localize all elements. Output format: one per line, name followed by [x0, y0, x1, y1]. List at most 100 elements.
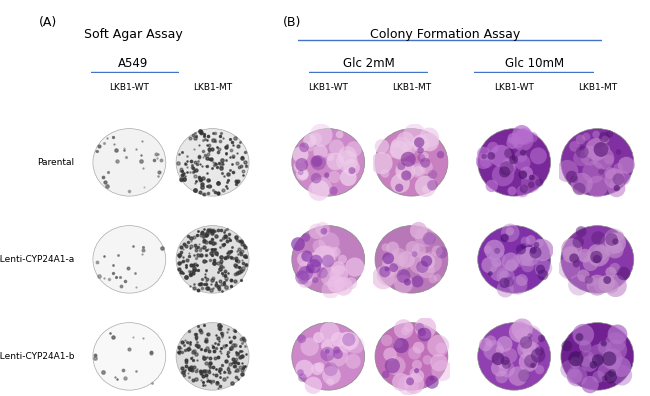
Circle shape [382, 265, 395, 278]
Circle shape [434, 274, 441, 282]
Circle shape [400, 261, 409, 270]
Ellipse shape [292, 323, 365, 390]
Ellipse shape [561, 129, 634, 196]
Circle shape [579, 252, 590, 263]
Circle shape [300, 337, 319, 356]
Circle shape [326, 153, 335, 161]
Circle shape [485, 335, 497, 346]
Circle shape [413, 342, 424, 354]
Text: Soft Agar Assay: Soft Agar Assay [84, 28, 183, 41]
Circle shape [601, 340, 607, 346]
Circle shape [521, 236, 530, 246]
Circle shape [580, 146, 600, 166]
Circle shape [489, 250, 505, 266]
Circle shape [387, 356, 406, 375]
Circle shape [389, 263, 398, 272]
Ellipse shape [93, 323, 166, 390]
Circle shape [494, 248, 500, 254]
Circle shape [309, 133, 322, 145]
Circle shape [318, 257, 328, 266]
Circle shape [562, 246, 579, 263]
Circle shape [495, 371, 508, 383]
Circle shape [336, 150, 358, 172]
Circle shape [518, 369, 530, 381]
Circle shape [406, 377, 414, 385]
Circle shape [403, 124, 426, 146]
Circle shape [382, 243, 389, 251]
Circle shape [490, 145, 512, 167]
Circle shape [292, 147, 309, 163]
Circle shape [348, 167, 356, 174]
Circle shape [422, 355, 432, 365]
Circle shape [509, 321, 530, 343]
Circle shape [608, 324, 627, 344]
Circle shape [524, 354, 538, 368]
Circle shape [327, 345, 348, 367]
Circle shape [341, 332, 359, 350]
Circle shape [605, 233, 618, 246]
Circle shape [573, 236, 584, 248]
Circle shape [534, 242, 540, 248]
Circle shape [425, 375, 439, 389]
Circle shape [489, 263, 508, 281]
Circle shape [302, 251, 313, 262]
Circle shape [396, 269, 410, 283]
Circle shape [411, 369, 424, 383]
Circle shape [297, 335, 306, 343]
Circle shape [313, 332, 324, 343]
Text: Glc 2mM: Glc 2mM [343, 57, 395, 70]
Circle shape [514, 139, 523, 148]
Circle shape [306, 252, 325, 271]
Circle shape [341, 332, 352, 343]
Ellipse shape [93, 129, 166, 196]
Text: Colony Formation Assay: Colony Formation Assay [370, 28, 521, 41]
Circle shape [338, 146, 357, 165]
Ellipse shape [375, 129, 448, 196]
Circle shape [515, 328, 530, 343]
Circle shape [306, 264, 315, 273]
Circle shape [519, 341, 531, 353]
Circle shape [326, 378, 334, 386]
Circle shape [401, 327, 410, 335]
Circle shape [487, 142, 499, 154]
Circle shape [411, 251, 417, 257]
Circle shape [512, 318, 533, 340]
Circle shape [538, 335, 545, 342]
Ellipse shape [561, 226, 634, 293]
Circle shape [392, 373, 410, 391]
Circle shape [520, 247, 540, 267]
Circle shape [391, 251, 404, 264]
Circle shape [436, 343, 447, 354]
Circle shape [479, 338, 493, 351]
Circle shape [313, 145, 328, 159]
Circle shape [397, 162, 406, 170]
Circle shape [527, 333, 532, 338]
Text: A549: A549 [118, 57, 148, 70]
Circle shape [427, 180, 437, 190]
Circle shape [331, 332, 346, 347]
Circle shape [604, 275, 627, 297]
Circle shape [593, 277, 610, 293]
Circle shape [404, 323, 413, 332]
Circle shape [611, 365, 632, 386]
Circle shape [536, 179, 543, 187]
Circle shape [520, 185, 528, 193]
Circle shape [502, 160, 517, 174]
Ellipse shape [375, 226, 448, 293]
Circle shape [330, 187, 338, 195]
Circle shape [342, 333, 356, 346]
Text: (A): (A) [39, 16, 57, 29]
Text: Glc 10mM: Glc 10mM [506, 57, 564, 70]
Circle shape [582, 133, 590, 141]
Circle shape [506, 137, 519, 149]
Circle shape [396, 131, 415, 150]
Circle shape [297, 252, 311, 267]
Text: pLenti-CYP24A1-a: pLenti-CYP24A1-a [0, 255, 75, 264]
Circle shape [318, 232, 339, 253]
Circle shape [581, 356, 598, 372]
Circle shape [602, 375, 608, 382]
Circle shape [577, 269, 590, 282]
Circle shape [310, 156, 322, 168]
Circle shape [417, 147, 424, 154]
Circle shape [534, 259, 552, 277]
